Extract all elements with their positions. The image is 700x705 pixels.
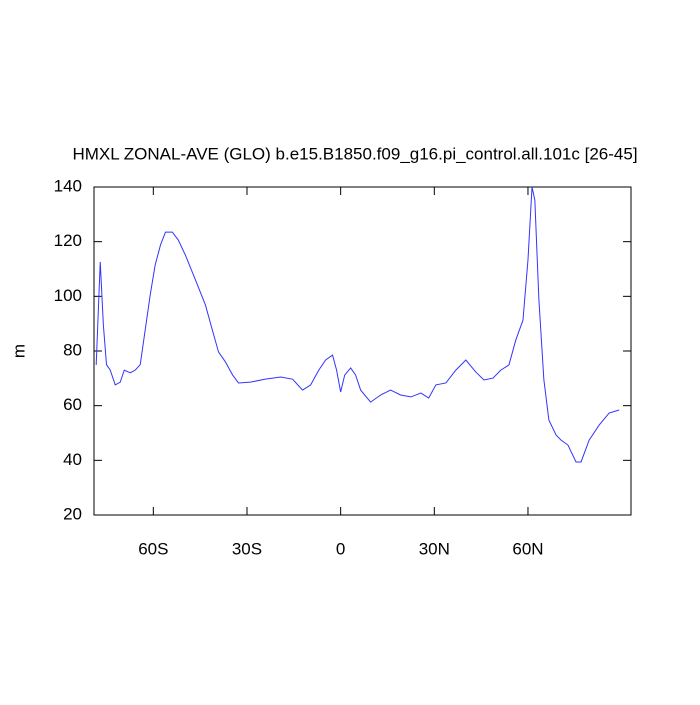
y-tick-label: 60 xyxy=(63,395,82,414)
chart-title: HMXL ZONAL-AVE (GLO) b.e15.B1850.f09_g16… xyxy=(72,144,637,163)
y-tick-label: 80 xyxy=(63,340,82,359)
x-tick-label: 0 xyxy=(336,539,345,558)
data-line xyxy=(95,186,620,463)
y-axis-label: m xyxy=(9,344,28,358)
y-tick-label: 40 xyxy=(63,450,82,469)
y-tick-label: 140 xyxy=(54,176,82,195)
y-tick-label: 120 xyxy=(54,231,82,250)
x-tick-label: 60N xyxy=(512,539,543,558)
y-tick-label: 100 xyxy=(54,286,82,305)
x-tick-label: 30N xyxy=(419,539,450,558)
y-tick-label: 20 xyxy=(63,504,82,523)
x-tick-label: 60S xyxy=(138,539,168,558)
x-tick-label: 30S xyxy=(232,539,262,558)
